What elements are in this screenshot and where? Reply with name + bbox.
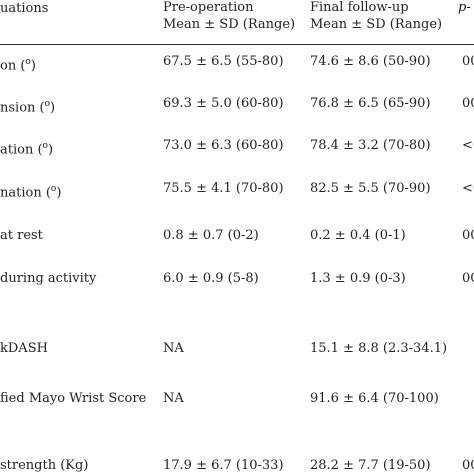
cell: NA <box>163 341 184 356</box>
p-value: 00 <box>462 458 474 473</box>
label-close: ) <box>30 58 36 74</box>
header-cell: Final follow-up <box>310 0 409 15</box>
row-label: fied Mayo Wrist Score <box>0 391 146 407</box>
header-cell: uations <box>0 1 49 16</box>
label-text: ation ( <box>0 142 43 158</box>
cell: 17.9 ± 6.7 (10-33) <box>163 458 284 473</box>
p-value: <0 <box>462 181 474 196</box>
label-text: on ( <box>0 58 26 74</box>
p-value: 00 <box>462 54 474 69</box>
degree-sup: o <box>25 57 31 67</box>
cell: 6.0 ± 0.9 (5-8) <box>163 271 259 286</box>
label-text: fied Mayo Wrist Score <box>0 391 147 406</box>
cell: 1.3 ± 0.9 (0-3) <box>310 271 406 286</box>
cell: 15.1 ± 8.8 (2.3-34.1) <box>310 341 448 356</box>
label-text: nsion ( <box>0 100 45 116</box>
cell: NA <box>163 391 184 406</box>
label-text: nation ( <box>0 185 51 201</box>
p-value: <0 <box>462 138 474 153</box>
cell: 76.8 ± 6.5 (65-90) <box>310 96 431 111</box>
header-rule <box>0 44 474 45</box>
cell: 78.4 ± 3.2 (70-80) <box>310 138 431 153</box>
row-label: nation (o) <box>0 181 61 201</box>
row-label: on (o) <box>0 54 36 74</box>
degree-sup: o <box>44 99 51 109</box>
row-label: nsion (o) <box>0 96 55 116</box>
cell: 67.5 ± 6.5 (55-80) <box>163 54 284 69</box>
p-value: 00 <box>462 96 474 111</box>
degree-sup: o <box>50 184 57 194</box>
label-text: at rest <box>0 228 43 243</box>
row-label: kDASH <box>0 341 48 357</box>
label-close: ) <box>56 185 62 201</box>
cell: 91.6 ± 6.4 (70-100) <box>310 391 439 406</box>
cell: 75.5 ± 4.1 (70-80) <box>163 181 284 196</box>
row-label: at rest <box>0 228 43 244</box>
header-cell: Mean ± SD (Range) <box>310 17 443 32</box>
row-label: strength (Kg) <box>0 458 88 474</box>
label-text: kDASH <box>0 341 48 356</box>
row-label: ation (o) <box>0 138 53 158</box>
cell: 28.2 ± 7.7 (19-50) <box>310 458 431 473</box>
label-text: during activity <box>0 271 97 286</box>
header-cell: p- <box>458 0 471 15</box>
p-value: 00 <box>462 228 474 243</box>
cell: 0.2 ± 0.4 (0-1) <box>310 228 406 243</box>
label-close: ) <box>50 100 56 116</box>
cell: 73.0 ± 6.3 (60-80) <box>163 138 284 153</box>
p-value: 00 <box>462 271 474 286</box>
cell: 0.8 ± 0.7 (0-2) <box>163 228 259 243</box>
header-cell: Pre-operation <box>163 0 254 15</box>
header-cell: Mean ± SD (Range) <box>163 17 296 32</box>
row-label: during activity <box>0 271 96 287</box>
cell: 74.6 ± 8.6 (50-90) <box>310 54 431 69</box>
cell: 82.5 ± 5.5 (70-90) <box>310 181 431 196</box>
label-text: strength (Kg) <box>0 458 89 473</box>
degree-sup: o <box>42 141 48 151</box>
label-close: ) <box>47 142 54 158</box>
cell: 69.3 ± 5.0 (60-80) <box>163 96 284 111</box>
